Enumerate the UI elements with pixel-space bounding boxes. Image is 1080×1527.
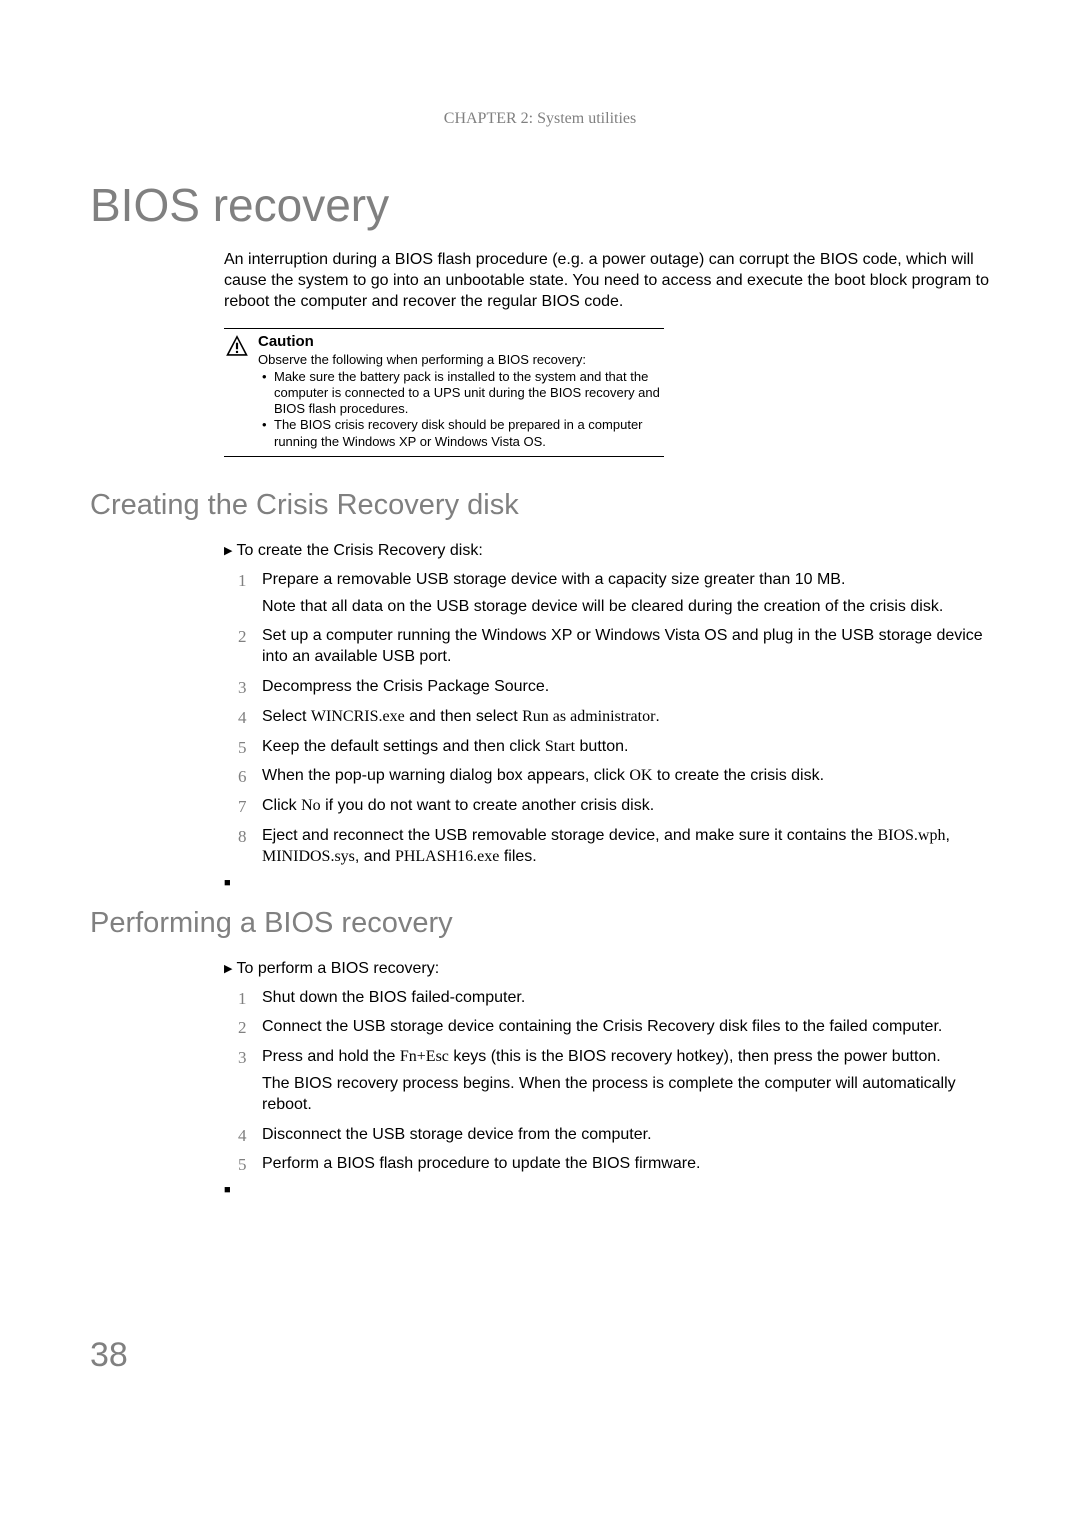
- section-heading: Creating the Crisis Recovery disk: [90, 489, 990, 522]
- page-number: 38: [90, 1336, 990, 1375]
- step-item: Connect the USB storage device containin…: [224, 1017, 990, 1038]
- button-name: OK: [629, 767, 652, 784]
- filename: MINIDOS.sys: [262, 848, 355, 865]
- step-text: files.: [499, 848, 536, 865]
- caution-item: Make sure the battery pack is installed …: [274, 369, 664, 418]
- step-item: Click No if you do not want to create an…: [224, 796, 990, 817]
- chapter-header: CHAPTER 2: System utilities: [90, 110, 990, 128]
- step-item: Disconnect the USB storage device from t…: [224, 1125, 990, 1146]
- caution-icon: [224, 333, 250, 359]
- caution-text: Observe the following when performing a …: [258, 352, 664, 450]
- step-item: Eject and reconnect the USB removable st…: [224, 826, 990, 868]
- step-item: Select WINCRIS.exe and then select Run a…: [224, 707, 990, 728]
- caution-item: The BIOS crisis recovery disk should be …: [274, 417, 664, 450]
- step-item: Set up a computer running the Windows XP…: [224, 626, 990, 668]
- intro-paragraph: An interruption during a BIOS flash proc…: [224, 250, 990, 312]
- button-name: Start: [545, 738, 575, 755]
- step-item: Keep the default settings and then click…: [224, 737, 990, 758]
- step-text: .: [655, 708, 659, 725]
- filename: PHLASH16.exe: [395, 848, 499, 865]
- caution-box: Caution Observe the following when perfo…: [224, 328, 664, 457]
- step-item: Shut down the BIOS failed-computer.: [224, 988, 990, 1009]
- step-text: to create the crisis disk.: [652, 767, 824, 784]
- step-text: ,: [945, 827, 949, 844]
- step-text: and then select: [405, 708, 522, 725]
- filename: WINCRIS.exe: [311, 708, 405, 725]
- step-text: Press and hold the: [262, 1048, 400, 1065]
- step-text: button.: [575, 738, 628, 755]
- step-item: When the pop-up warning dialog box appea…: [224, 766, 990, 787]
- procedure-intro: To perform a BIOS recovery:: [224, 960, 990, 978]
- step-text: Select: [262, 708, 311, 725]
- command-name: Run as administrator: [522, 708, 655, 725]
- step-text: Eject and reconnect the USB removable st…: [262, 827, 877, 844]
- step-item: Prepare a removable USB storage device w…: [224, 570, 990, 618]
- key-combo: Fn+Esc: [400, 1048, 449, 1065]
- step-text: keys (this is the BIOS recovery hotkey),…: [449, 1048, 941, 1065]
- step-item: Perform a BIOS flash procedure to update…: [224, 1154, 990, 1175]
- step-text: if you do not want to create another cri…: [321, 797, 655, 814]
- step-text: , and: [355, 848, 395, 865]
- step-text: When the pop-up warning dialog box appea…: [262, 767, 629, 784]
- steps-list: Prepare a removable USB storage device w…: [224, 570, 990, 868]
- steps-list: Shut down the BIOS failed-computer. Conn…: [224, 988, 990, 1176]
- document-page: CHAPTER 2: System utilities BIOS recover…: [0, 0, 1080, 1435]
- end-marker: ■: [224, 1184, 990, 1196]
- step-text: Keep the default settings and then click: [262, 738, 545, 755]
- section-heading: Performing a BIOS recovery: [90, 907, 990, 940]
- button-name: No: [301, 797, 321, 814]
- caution-title: Caution: [258, 333, 664, 350]
- step-text: Click: [262, 797, 301, 814]
- procedure-intro: To create the Crisis Recovery disk:: [224, 542, 990, 560]
- step-item: Press and hold the Fn+Esc keys (this is …: [224, 1047, 990, 1115]
- step-note: Note that all data on the USB storage de…: [262, 597, 990, 618]
- end-marker: ■: [224, 877, 990, 889]
- page-title: BIOS recovery: [90, 178, 990, 232]
- step-text: Prepare a removable USB storage device w…: [262, 571, 845, 588]
- step-item: Decompress the Crisis Package Source.: [224, 677, 990, 698]
- caution-content: Caution Observe the following when perfo…: [258, 333, 664, 450]
- step-note: The BIOS recovery process begins. When t…: [262, 1074, 990, 1116]
- filename: BIOS.wph: [877, 827, 945, 844]
- caution-lead: Observe the following when performing a …: [258, 352, 586, 367]
